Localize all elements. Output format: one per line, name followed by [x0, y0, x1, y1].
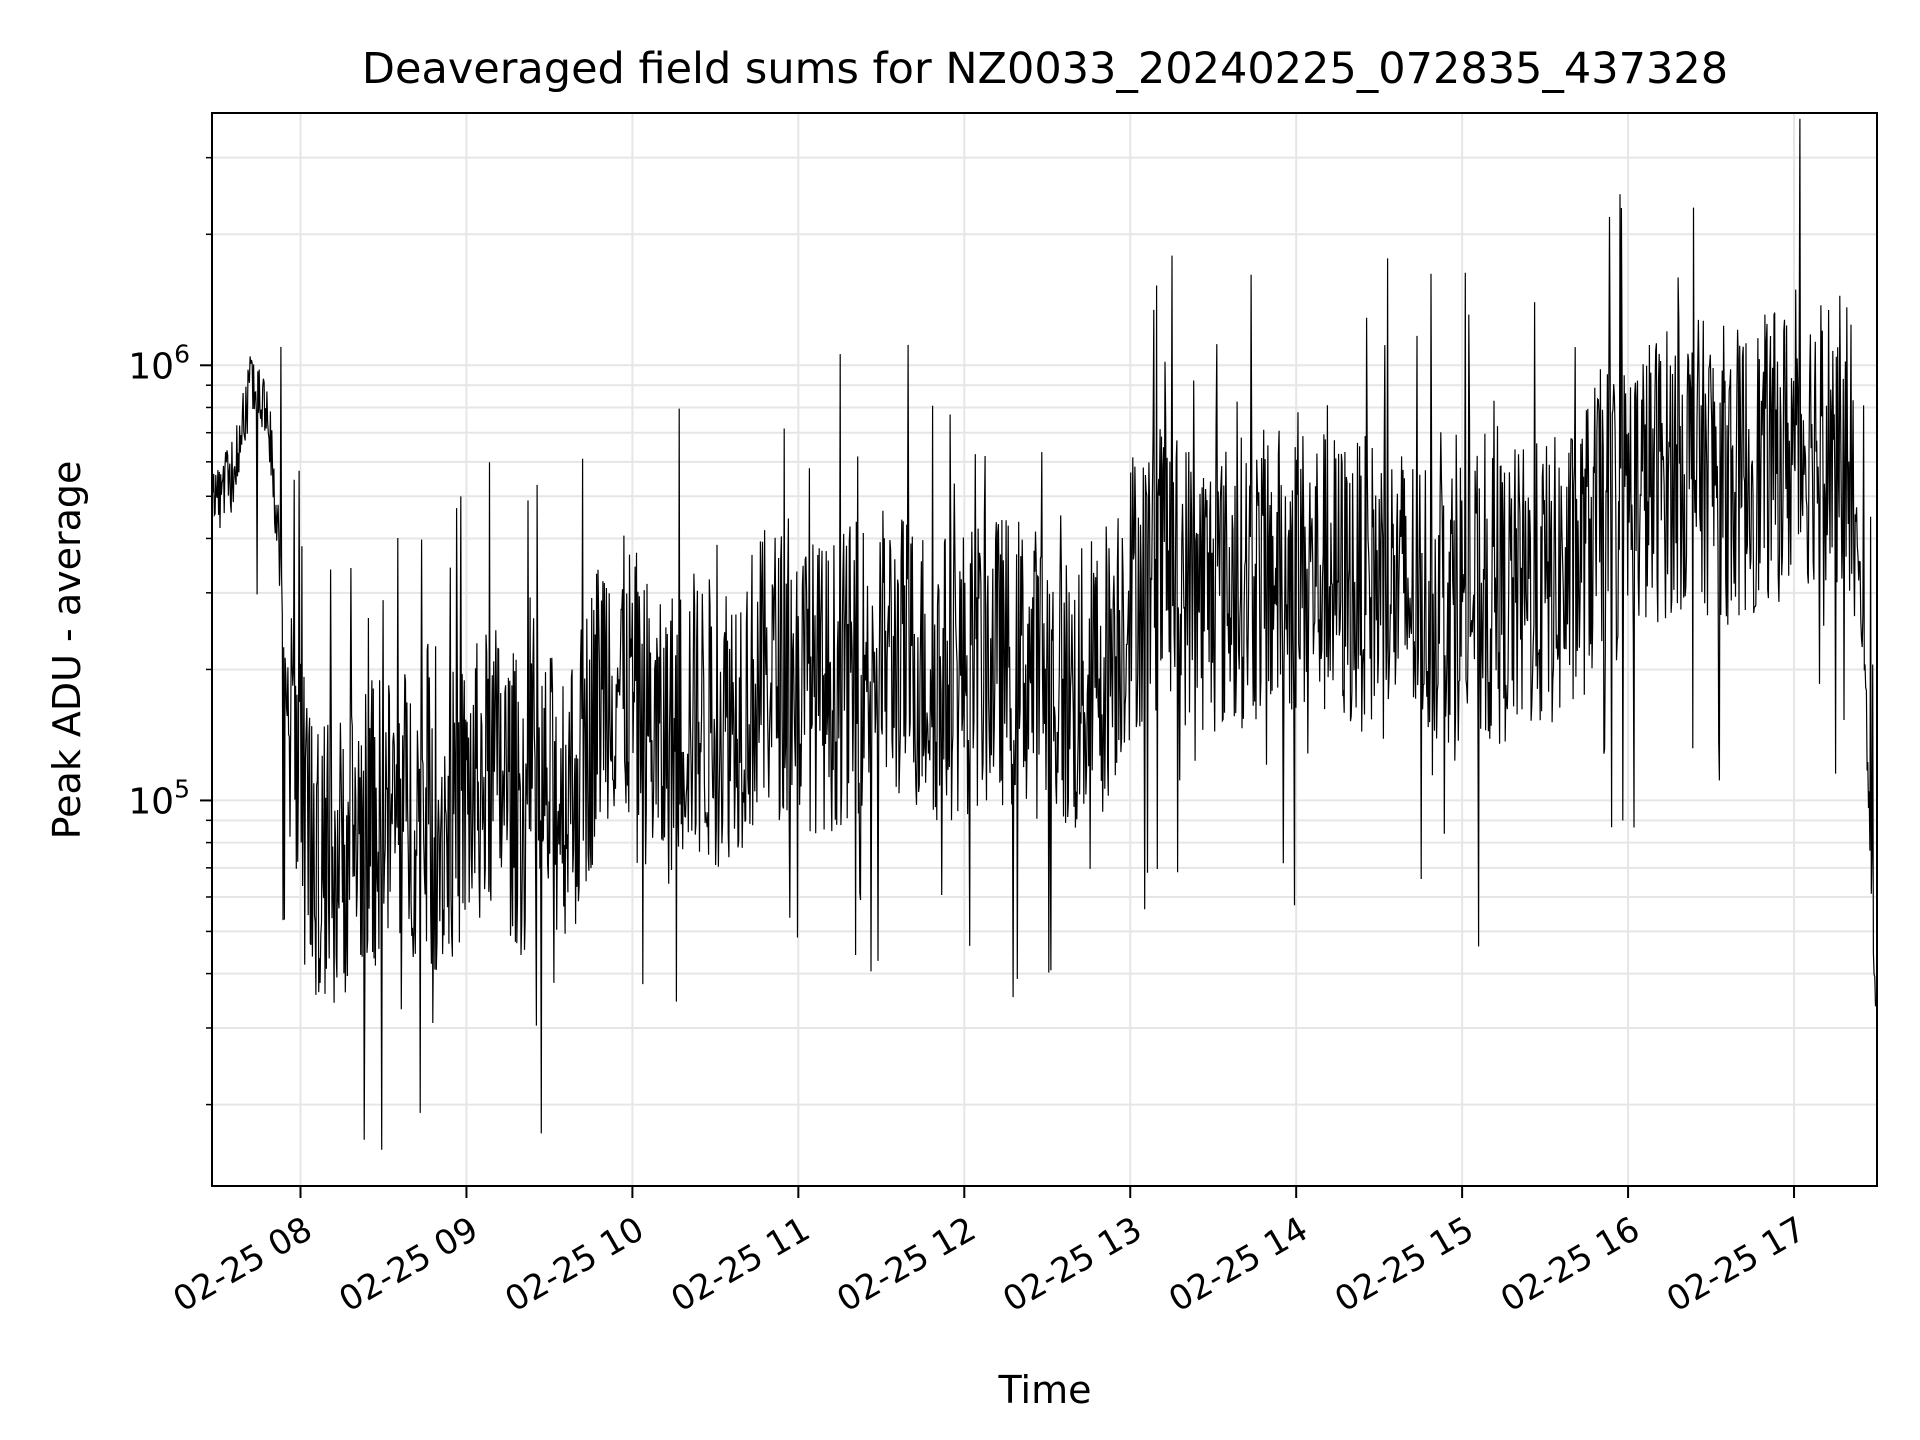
- plot-frame: [211, 112, 1878, 1187]
- y-tick-label: 106: [128, 339, 190, 387]
- chart-title: Deaveraged field sums for NZ0033_2024022…: [361, 44, 1729, 94]
- grid-lines: [212, 113, 1877, 1186]
- x-tick-label: 02-25 13: [996, 1209, 1148, 1320]
- x-tick-label: 02-25 12: [830, 1209, 982, 1320]
- x-tick-label: 02-25 16: [1494, 1209, 1646, 1320]
- x-tick-label: 02-25 09: [333, 1209, 485, 1320]
- x-tick-label: 02-25 08: [167, 1209, 319, 1320]
- series-layer: [212, 118, 1877, 1150]
- x-axis-label: Time: [998, 1368, 1092, 1412]
- x-tick-label: 02-25 11: [664, 1209, 816, 1320]
- y-tick-label: 105: [128, 774, 190, 822]
- series-line: [212, 118, 1877, 1150]
- x-tick-label: 02-25 17: [1660, 1209, 1812, 1320]
- x-tick-label: 02-25 15: [1328, 1209, 1480, 1320]
- x-tick-label: 02-25 10: [499, 1209, 651, 1320]
- x-tick-label: 02-25 14: [1162, 1209, 1314, 1320]
